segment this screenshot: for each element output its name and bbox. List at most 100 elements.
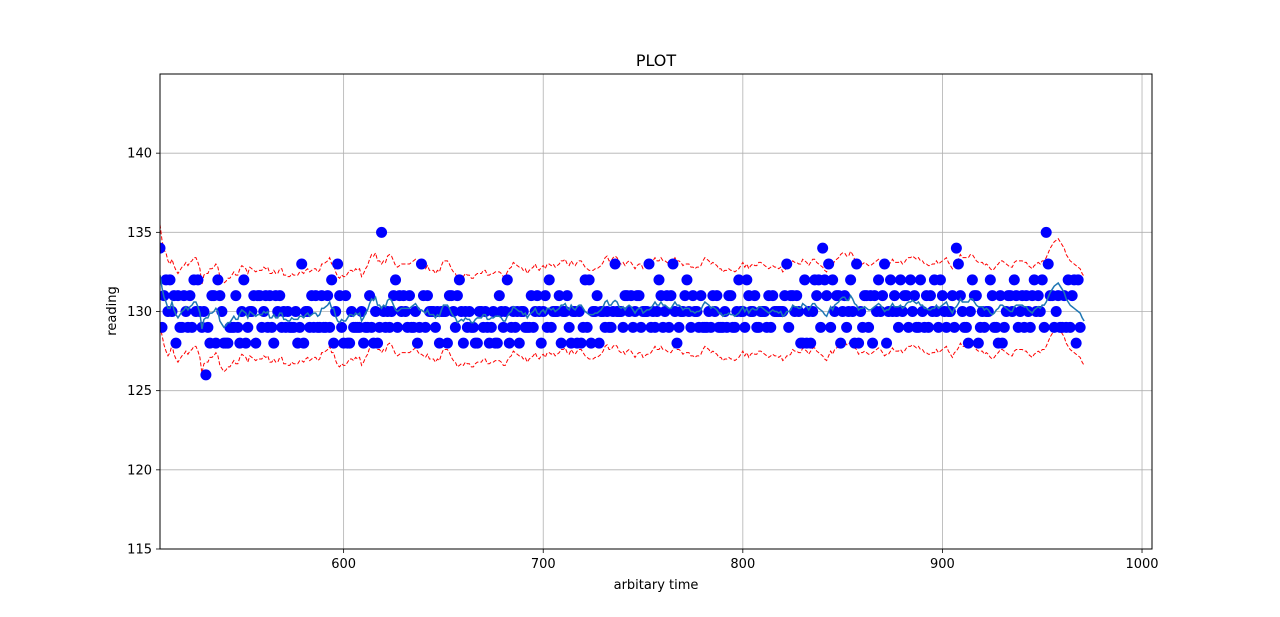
data-point [609, 258, 621, 270]
data-point [895, 274, 907, 286]
data-point [539, 290, 551, 302]
data-point [954, 290, 966, 302]
data-point [994, 290, 1006, 302]
data-point [940, 321, 952, 333]
chart-title: PLOT [636, 51, 677, 70]
data-point [593, 337, 605, 349]
x-tick-label: 600 [331, 557, 356, 572]
data-point [679, 290, 691, 302]
data-point [966, 274, 978, 286]
data-point [747, 306, 759, 317]
data-point [537, 306, 549, 317]
data-point [192, 274, 204, 286]
data-point [238, 274, 250, 286]
data-point [324, 321, 336, 333]
data-point [212, 274, 224, 286]
data-point [527, 321, 539, 333]
data-point [336, 321, 348, 333]
data-point [962, 337, 974, 349]
plot-marks [160, 224, 1086, 381]
data-point [513, 337, 525, 349]
data-point [1058, 290, 1070, 302]
data-point [753, 321, 765, 333]
data-point [1042, 258, 1054, 270]
data-point [421, 290, 433, 302]
data-point [819, 274, 831, 286]
data-point [1064, 321, 1076, 333]
data-point [404, 290, 415, 302]
data-point [873, 274, 885, 286]
data-point [847, 306, 859, 317]
data-point [651, 306, 663, 317]
x-tick-label: 900 [930, 557, 955, 572]
data-point [932, 321, 944, 333]
data-point [765, 321, 777, 333]
data-point [695, 290, 707, 302]
data-point [821, 290, 833, 302]
data-point [900, 290, 912, 302]
data-point [509, 321, 521, 333]
data-point [1014, 306, 1026, 317]
data-point [591, 290, 603, 302]
data-point [433, 337, 445, 349]
data-point [1050, 306, 1062, 317]
data-point [449, 321, 461, 333]
data-point [543, 274, 555, 286]
data-point [877, 290, 889, 302]
axis-ticks: 600 700 800 900 1000 115 120 125 130 135 140 [127, 147, 1158, 572]
data-point [617, 321, 629, 333]
data-point [415, 258, 427, 270]
data-point [635, 321, 647, 333]
y-tick-label: 135 [127, 226, 152, 241]
data-point [232, 321, 244, 333]
data-point [902, 321, 914, 333]
data-point [633, 290, 645, 302]
data-point [561, 290, 573, 302]
data-point [344, 337, 356, 349]
data-point [863, 321, 875, 333]
data-point [553, 290, 565, 302]
y-tick-label: 115 [127, 543, 152, 558]
data-point [671, 337, 683, 349]
data-point [934, 274, 946, 286]
data-point [659, 306, 671, 317]
data-point [972, 337, 984, 349]
data-point [160, 242, 166, 254]
data-point [807, 306, 819, 317]
data-point [687, 290, 699, 302]
data-point [230, 290, 242, 302]
data-point [853, 337, 865, 349]
data-point [493, 290, 505, 302]
data-point [170, 337, 182, 349]
data-point [419, 321, 431, 333]
data-point [497, 321, 509, 333]
data-point [463, 306, 475, 317]
data-point [535, 337, 547, 349]
data-point [1032, 290, 1044, 302]
data-point [964, 306, 976, 317]
data-point [1072, 274, 1084, 286]
data-point [823, 258, 835, 270]
data-point [681, 274, 693, 286]
data-point [811, 290, 823, 302]
data-point [372, 337, 384, 349]
data-point [214, 290, 226, 302]
data-point [741, 274, 753, 286]
data-point [867, 337, 879, 349]
data-point [737, 306, 749, 317]
data-point [441, 337, 453, 349]
data-point [984, 274, 996, 286]
data-point [384, 321, 396, 333]
data-point [944, 306, 956, 317]
data-point [881, 337, 893, 349]
data-point [783, 321, 795, 333]
x-tick-label: 800 [730, 557, 755, 572]
data-point [376, 226, 388, 238]
data-point [457, 337, 469, 349]
y-tick-label: 120 [127, 463, 152, 478]
data-point [793, 306, 805, 317]
data-point [503, 337, 515, 349]
data-point [906, 306, 918, 317]
data-point [411, 337, 423, 349]
x-tick-label: 1000 [1125, 557, 1158, 572]
